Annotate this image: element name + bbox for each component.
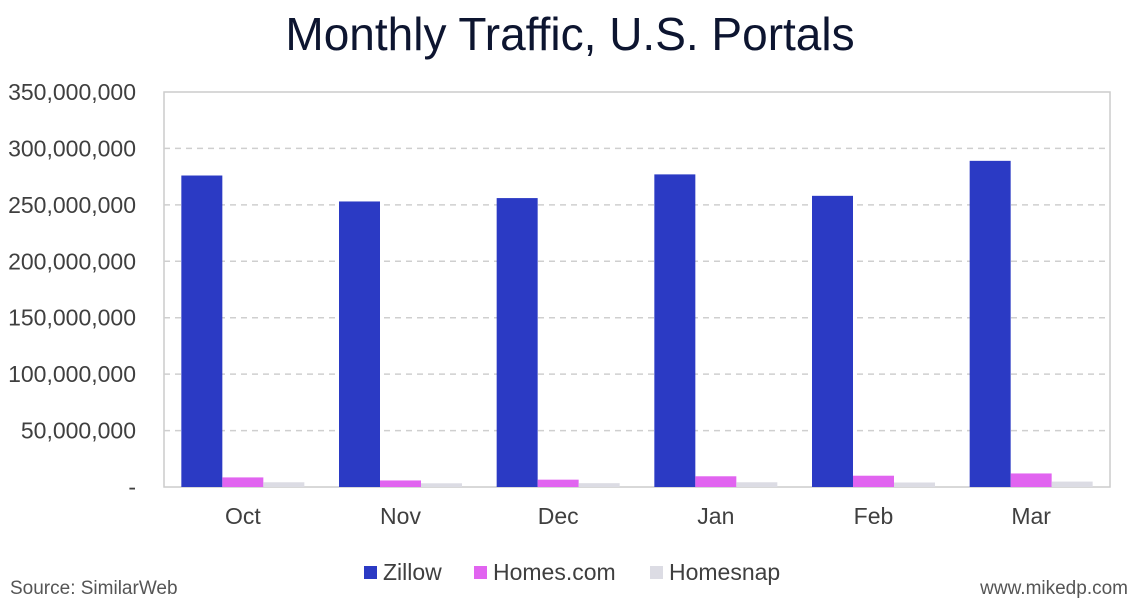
legend-swatch bbox=[474, 566, 487, 579]
bar-homes-com-feb bbox=[853, 475, 894, 487]
plot-area-border bbox=[163, 91, 1111, 488]
bar-zillow-oct bbox=[181, 175, 223, 487]
y-tick-label: 50,000,000 bbox=[21, 418, 136, 444]
bar-homes-com-dec bbox=[537, 479, 579, 487]
legend-swatch bbox=[650, 566, 663, 579]
y-tick-label: - bbox=[128, 474, 136, 500]
x-axis-ticks: Oct Nov Dec Jan Feb Mar bbox=[225, 503, 1051, 529]
legend: Zillow Homes.com Homesnap bbox=[364, 559, 780, 585]
bar-homesnap-dec bbox=[578, 483, 620, 487]
bar-homesnap-feb bbox=[894, 482, 935, 487]
y-tick-label: 150,000,000 bbox=[8, 305, 136, 331]
bar-homes-com-oct bbox=[222, 477, 264, 487]
gridlines bbox=[164, 147, 1110, 432]
x-tick-label: Feb bbox=[854, 503, 894, 529]
legend-swatch bbox=[364, 566, 377, 579]
bar-homes-com-mar bbox=[1010, 473, 1052, 487]
x-tick-label: Dec bbox=[538, 503, 579, 529]
legend-label: Homesnap bbox=[669, 559, 780, 585]
x-tick-label: Oct bbox=[225, 503, 261, 529]
y-tick-label: 200,000,000 bbox=[8, 248, 136, 274]
chart-title: Monthly Traffic, U.S. Portals bbox=[285, 8, 854, 60]
y-axis-ticks: - 50,000,000 100,000,000 150,000,000 200,000… bbox=[8, 79, 136, 500]
bar-homes-com-jan bbox=[695, 476, 737, 487]
bar-homesnap-mar bbox=[1051, 481, 1093, 487]
bar-zillow-feb bbox=[812, 195, 853, 488]
bar-zillow-nov bbox=[339, 201, 380, 487]
bar-homesnap-oct bbox=[263, 482, 305, 487]
legend-label: Homes.com bbox=[493, 559, 616, 585]
bar-zillow-dec bbox=[496, 198, 538, 488]
x-tick-label: Mar bbox=[1011, 503, 1051, 529]
y-tick-label: 300,000,000 bbox=[8, 135, 136, 161]
site-credit: www.mikedp.com bbox=[979, 578, 1128, 599]
bar-zillow-mar bbox=[969, 160, 1011, 488]
bar-homes-com-nov bbox=[380, 480, 421, 487]
bar-zillow-jan bbox=[654, 174, 696, 487]
bar-homesnap-nov bbox=[421, 483, 462, 487]
x-tick-label: Nov bbox=[380, 503, 421, 529]
y-tick-label: 350,000,000 bbox=[8, 79, 136, 105]
bar-homesnap-jan bbox=[736, 482, 778, 487]
y-tick-label: 100,000,000 bbox=[8, 361, 136, 387]
bars bbox=[181, 160, 1093, 488]
legend-label: Zillow bbox=[383, 559, 442, 585]
x-tick-label: Jan bbox=[697, 503, 734, 529]
y-tick-label: 250,000,000 bbox=[8, 192, 136, 218]
source-note: Source: SimilarWeb bbox=[10, 578, 178, 599]
